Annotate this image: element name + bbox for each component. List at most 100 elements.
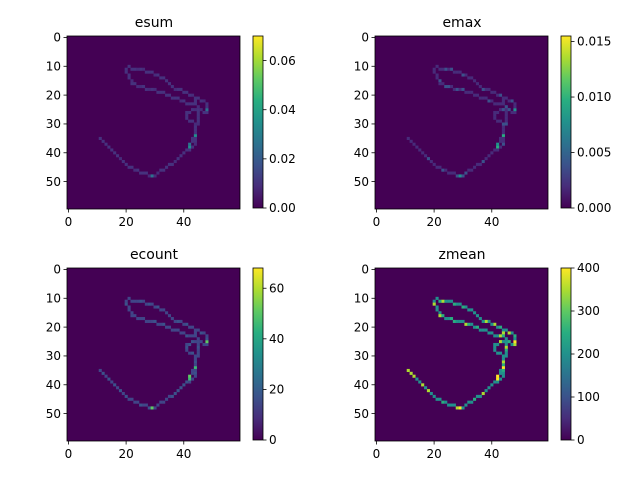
heatmap-cell xyxy=(127,397,131,401)
x-tick-label: 40 xyxy=(484,447,499,461)
heatmap-cell xyxy=(190,325,195,329)
colorbar-tick-label: 0.000 xyxy=(577,201,611,215)
heatmap-cell xyxy=(449,403,454,407)
heatmap-cell xyxy=(124,299,128,303)
heatmap-cell xyxy=(141,171,146,175)
heatmap-cell xyxy=(127,296,131,300)
heatmap-cell xyxy=(144,302,148,306)
heatmap-cell xyxy=(185,345,189,349)
heatmap-cell xyxy=(501,102,505,106)
heatmap-cell xyxy=(470,400,474,404)
heatmap-cell xyxy=(116,154,120,158)
heatmap-cell xyxy=(101,371,105,375)
heatmap-cell xyxy=(513,334,517,338)
heatmap-cell xyxy=(139,317,143,321)
heatmap-cell xyxy=(481,328,485,332)
heatmap-area xyxy=(374,35,549,210)
heatmap-cell xyxy=(133,67,137,71)
heatmap-cell xyxy=(507,340,511,344)
heatmap-cell xyxy=(150,174,154,178)
heatmap-cell xyxy=(185,380,189,384)
colorbar-axis: 0 100 200 300 400 xyxy=(571,261,600,447)
heatmap-cell xyxy=(487,319,491,323)
heatmap-cell xyxy=(196,337,200,341)
heatmap-cell xyxy=(182,99,186,103)
heatmap-cell xyxy=(185,113,189,117)
y-tick-label: 0 xyxy=(53,263,61,277)
heatmap-cell xyxy=(493,148,497,152)
heatmap-cell xyxy=(493,334,497,338)
heatmap-cell xyxy=(449,317,454,321)
heatmap-cell xyxy=(193,354,197,358)
heatmap-cell xyxy=(501,139,505,143)
heatmap-cell xyxy=(190,136,195,140)
heatmap-cell xyxy=(182,90,186,94)
x-tick-label: 0 xyxy=(65,447,73,461)
heatmap-cell xyxy=(498,351,503,355)
heatmap-cell xyxy=(185,90,189,94)
heatmap-cell xyxy=(205,340,209,344)
colorbar-tick-label: 0 xyxy=(269,433,277,447)
heatmap-cell xyxy=(139,85,143,89)
panel-title: emax xyxy=(442,15,481,31)
heatmap-cell xyxy=(501,366,505,370)
heatmap-cell xyxy=(190,108,195,112)
heatmap-cell xyxy=(424,386,428,390)
heatmap-cell xyxy=(513,105,517,109)
heatmap-cell xyxy=(470,322,474,326)
heatmap-cell xyxy=(179,99,183,103)
heatmap-cell xyxy=(501,334,505,338)
heatmap-cell xyxy=(144,87,148,91)
heatmap-cell xyxy=(444,168,448,172)
heatmap-cell xyxy=(467,90,471,94)
heatmap-cell xyxy=(473,397,477,401)
heatmap-cell xyxy=(196,342,200,347)
colorbar xyxy=(252,267,264,441)
heatmap-cell xyxy=(513,342,517,347)
heatmap-cell xyxy=(478,394,482,398)
heatmap-cell xyxy=(441,67,445,71)
panel-zmean: zmean 0 10 20 30 40 50 0 20 40 0 100 200 300 400 xyxy=(354,247,600,461)
heatmap-cell xyxy=(464,403,468,407)
heatmap-cell xyxy=(156,322,160,326)
heatmap-cell xyxy=(167,162,171,166)
heatmap-cell xyxy=(127,308,131,312)
y-axis: 0 10 20 30 40 50 xyxy=(46,31,67,189)
heatmap-cell xyxy=(104,374,108,378)
heatmap-cell xyxy=(498,377,503,381)
heatmap-cell xyxy=(498,368,503,372)
heatmap-cell xyxy=(478,317,482,321)
panel-title: ecount xyxy=(130,247,179,263)
heatmap-cell xyxy=(116,386,120,390)
heatmap-cell xyxy=(496,377,500,381)
heatmap-cell xyxy=(481,87,485,91)
heatmap-cell xyxy=(127,165,131,169)
colorbar-tick-label: 40 xyxy=(269,332,284,346)
heatmap-cell xyxy=(196,122,200,126)
heatmap-cell xyxy=(150,406,154,410)
heatmap-cell xyxy=(478,85,482,89)
heatmap-cell xyxy=(188,145,192,149)
heatmap-cell xyxy=(441,168,445,172)
y-tick-label: 50 xyxy=(46,175,61,189)
heatmap-cell xyxy=(504,108,508,112)
heatmap-cell xyxy=(165,165,169,169)
heatmap-cell xyxy=(490,383,494,387)
heatmap-cell xyxy=(190,371,195,375)
heatmap-cell xyxy=(470,76,474,80)
heatmap-cell xyxy=(104,142,108,146)
heatmap-cell xyxy=(513,337,517,341)
heatmap-cell xyxy=(496,93,500,97)
heatmap-cell xyxy=(498,108,503,112)
heatmap-cell xyxy=(493,113,497,117)
heatmap-cell xyxy=(202,99,206,103)
heatmap-cell xyxy=(199,340,203,344)
heatmap-cell xyxy=(176,328,180,332)
heatmap-cell xyxy=(441,299,445,303)
heatmap-cell xyxy=(133,299,137,303)
heatmap-cell xyxy=(205,110,209,115)
heatmap-cell xyxy=(130,79,134,83)
y-tick-label: 30 xyxy=(354,349,369,363)
heatmap-cell xyxy=(199,108,203,112)
heatmap-cell xyxy=(501,134,505,138)
